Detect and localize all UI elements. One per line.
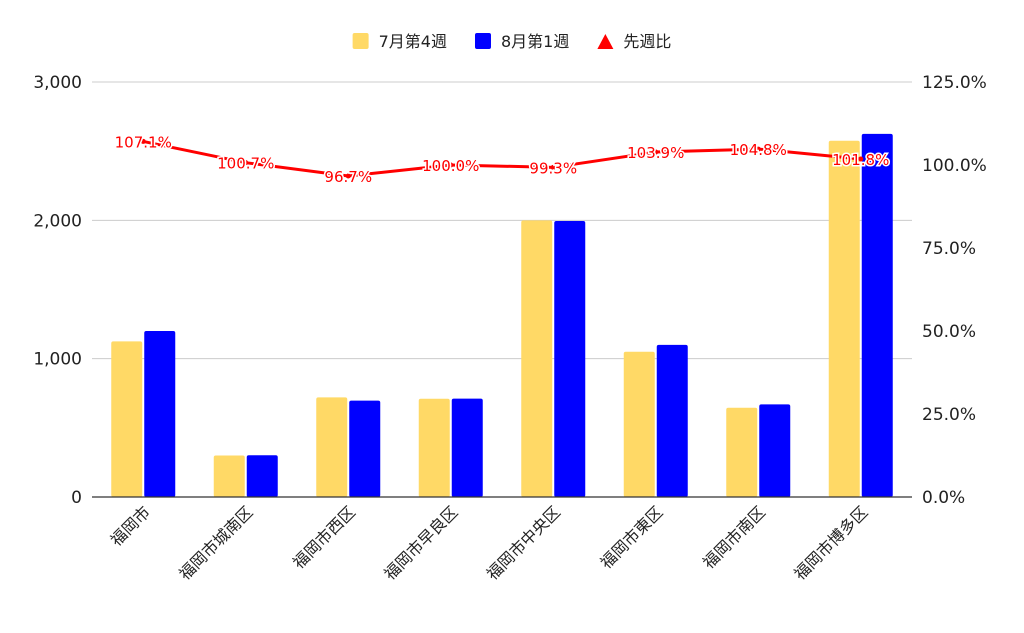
legend-swatch-triangle [597,34,614,49]
bar-series2 [451,398,483,497]
bar-series2 [656,344,688,497]
y-right-tick-label: 100.0% [922,156,987,176]
line-point [140,138,146,144]
legend-swatch [474,33,491,49]
bar-series1 [316,397,348,497]
y-right-tick-label: 25.0% [922,405,976,425]
y-left-tick-label: 0 [71,488,82,508]
y-right-tick-label: 0.0% [922,488,965,508]
line-data-label: 101.8% [832,151,889,169]
line-point [243,160,249,166]
bar-series1 [111,341,143,497]
y-left-tick-label: 2,000 [33,211,82,231]
line-point [755,146,761,152]
line-point [345,173,351,179]
bar-series2 [759,404,791,497]
bar-series1 [418,398,450,497]
x-category-label: 福岡市中央区 [483,502,564,583]
line-data-label: 107.1% [115,133,172,151]
line-data-label: 100.0% [422,157,479,175]
line-data-label: 104.8% [730,141,787,159]
legend-swatch [352,33,369,49]
y-left-tick-label: 3,000 [33,73,82,93]
bar-series1 [828,140,860,497]
bar-series1 [726,407,758,497]
x-category-label: 福岡市早良区 [380,502,461,583]
legend-label: 7月第4週 [379,32,447,51]
bar-series2 [144,331,176,497]
legend-label: 8月第1週 [501,32,569,51]
y-left-tick-label: 1,000 [33,350,82,370]
x-category-label: 福岡市南区 [699,502,769,572]
line-data-label: 99.3% [529,159,577,177]
bar-series2 [554,221,586,497]
bar-series1 [213,455,245,497]
x-category-label: 福岡市 [107,502,154,549]
bar-series2 [861,133,893,497]
line-data-label: 103.9% [627,144,684,162]
line-point [550,164,556,170]
x-category-label: 福岡市西区 [289,502,359,572]
line-point [653,149,659,155]
line-series-path [142,139,861,178]
y-right-tick-label: 125.0% [922,73,987,93]
bar-series2 [246,455,278,497]
x-category-label: 福岡市城南区 [175,502,256,583]
bar-series1 [521,220,553,498]
line-point [448,162,454,168]
line-data-label: 100.7% [217,155,274,173]
line-data-label: 96.7% [324,168,372,186]
x-category-label: 福岡市東区 [597,502,667,572]
y-right-tick-label: 50.0% [922,322,976,342]
bar-series2 [349,400,381,497]
y-right-tick-label: 75.0% [922,239,976,259]
line-point [858,156,864,162]
x-category-label: 福岡市博多区 [790,502,871,583]
bar-series1 [623,351,655,497]
legend-label: 先週比 [623,32,671,51]
